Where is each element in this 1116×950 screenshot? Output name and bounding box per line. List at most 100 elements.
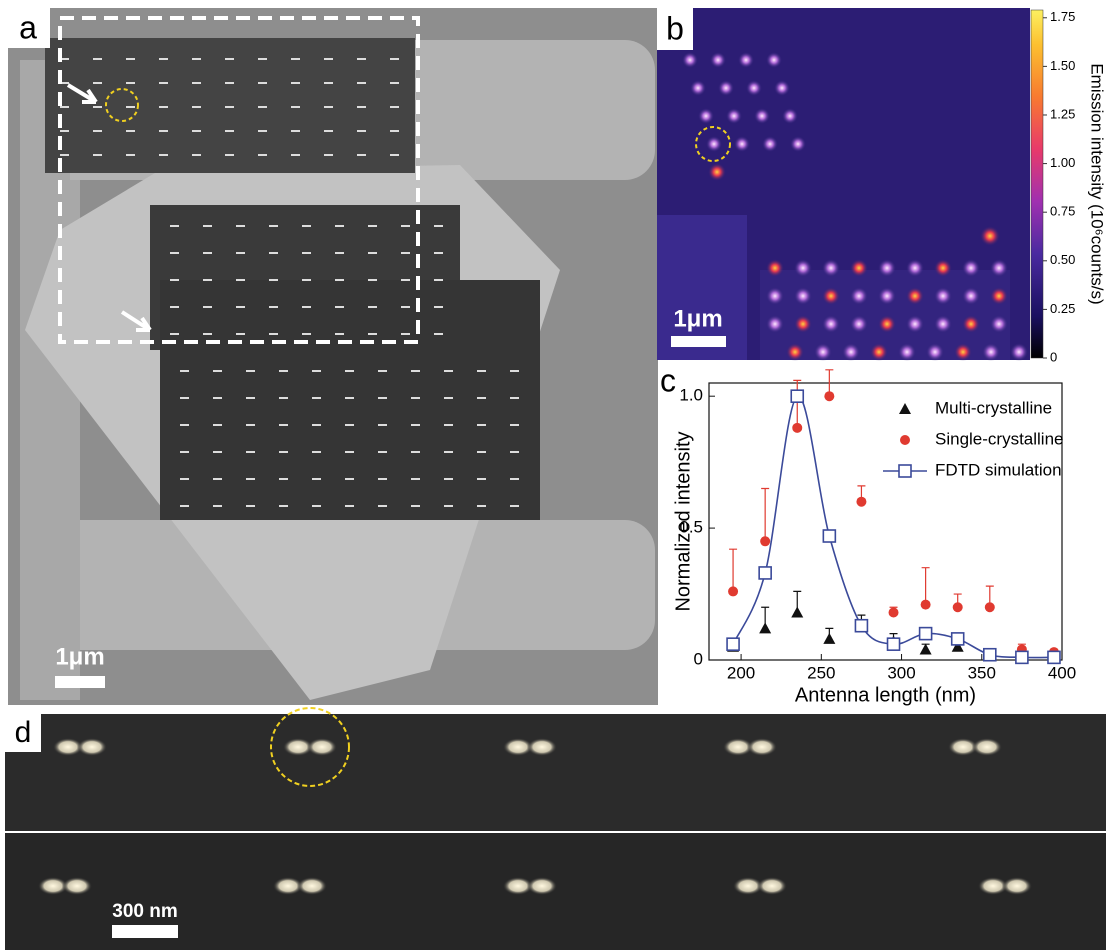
legend-label: Single-crystalline	[935, 429, 1064, 448]
antenna-blob	[972, 738, 1002, 756]
antenna	[279, 370, 288, 372]
pl-spot	[726, 108, 742, 124]
marker	[985, 602, 995, 612]
antenna	[477, 370, 486, 372]
antenna	[345, 397, 354, 399]
antenna	[203, 252, 212, 254]
antenna	[225, 82, 234, 84]
antenna	[126, 130, 135, 132]
antenna	[390, 154, 399, 156]
antenna	[335, 279, 344, 281]
pl-spot	[690, 80, 706, 96]
antenna-blob	[62, 877, 92, 895]
antenna	[378, 424, 387, 426]
pl-spot	[814, 343, 832, 361]
antenna	[170, 306, 179, 308]
pl-spot	[898, 343, 916, 361]
marker	[1048, 651, 1060, 663]
marker	[759, 567, 771, 579]
antenna	[246, 478, 255, 480]
colorbar-label: Emission intensity (10⁶counts/s)	[1088, 63, 1107, 304]
antenna	[477, 505, 486, 507]
x-tick-label: 200	[727, 663, 755, 682]
x-tick-label: 400	[1048, 663, 1076, 682]
antenna	[390, 130, 399, 132]
pl-spot	[710, 52, 726, 68]
antenna	[180, 505, 189, 507]
antenna	[312, 424, 321, 426]
antenna	[434, 279, 443, 281]
antenna	[180, 478, 189, 480]
antenna	[291, 58, 300, 60]
antenna	[192, 58, 201, 60]
antenna	[434, 333, 443, 335]
antenna	[180, 397, 189, 399]
antenna	[213, 451, 222, 453]
antenna	[291, 130, 300, 132]
pl-spot	[934, 259, 952, 277]
marker	[888, 638, 900, 650]
pl-spot	[822, 259, 840, 277]
antenna	[510, 424, 519, 426]
antenna	[93, 130, 102, 132]
antenna	[60, 106, 69, 108]
antenna-blob	[307, 738, 337, 756]
antenna	[411, 370, 420, 372]
antenna	[434, 306, 443, 308]
antenna	[411, 424, 420, 426]
antenna	[93, 58, 102, 60]
pl-spot	[850, 259, 868, 277]
marker	[921, 600, 931, 610]
legend-marker	[899, 403, 911, 414]
antenna	[236, 225, 245, 227]
pl-spot	[878, 259, 896, 277]
antenna	[411, 451, 420, 453]
antenna	[170, 252, 179, 254]
antenna	[368, 333, 377, 335]
antenna	[269, 225, 278, 227]
antenna	[477, 451, 486, 453]
antenna	[192, 82, 201, 84]
pl-spot	[954, 343, 972, 361]
antenna	[180, 424, 189, 426]
antenna	[269, 333, 278, 335]
antenna	[258, 58, 267, 60]
pl-spot	[962, 315, 980, 333]
antenna	[444, 451, 453, 453]
figure: a 1μm b 1μm Emission intensity (10⁶count…	[0, 0, 1116, 950]
x-axis-label: Antenna length (nm)	[795, 684, 976, 706]
pl-spot	[850, 287, 868, 305]
antenna	[302, 333, 311, 335]
antenna	[324, 106, 333, 108]
antenna	[357, 154, 366, 156]
antenna	[411, 505, 420, 507]
pl-spot	[906, 259, 924, 277]
pl-spot	[906, 315, 924, 333]
antenna-blob	[527, 877, 557, 895]
pl-spot	[754, 108, 770, 124]
antenna	[477, 478, 486, 480]
colorbar-tick-label: 0	[1050, 349, 1057, 364]
pl-spot	[794, 315, 812, 333]
antenna	[159, 106, 168, 108]
antenna	[401, 306, 410, 308]
pl-spot	[962, 287, 980, 305]
marker	[824, 391, 834, 401]
colorbar-tick-label: 0.75	[1050, 204, 1075, 219]
antenna	[335, 333, 344, 335]
antenna	[368, 306, 377, 308]
legend-marker	[900, 435, 910, 445]
antenna	[159, 154, 168, 156]
colorbar-tick-label: 1.75	[1050, 9, 1075, 24]
antenna	[236, 306, 245, 308]
pl-spot	[870, 343, 888, 361]
antenna	[444, 397, 453, 399]
antenna	[345, 478, 354, 480]
marker	[791, 607, 803, 618]
antenna	[510, 505, 519, 507]
panel-b: b 1μm Emission intensity (10⁶counts/s)	[657, 8, 1107, 361]
antenna	[434, 252, 443, 254]
pl-spot	[762, 136, 778, 152]
antenna	[444, 370, 453, 372]
antenna	[246, 370, 255, 372]
